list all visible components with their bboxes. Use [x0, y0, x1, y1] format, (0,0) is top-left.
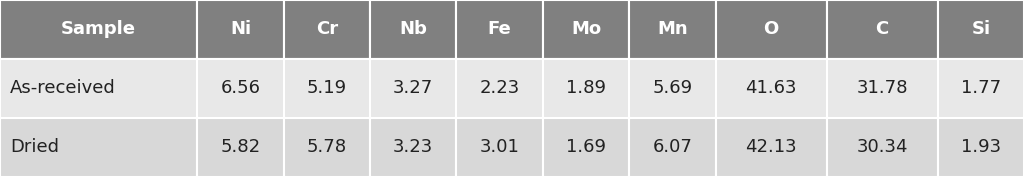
Bar: [284, 59, 370, 118]
Text: 3.23: 3.23: [393, 138, 433, 156]
Bar: [284, 0, 370, 59]
Bar: [543, 59, 629, 118]
Bar: [716, 118, 826, 177]
Text: O: O: [764, 21, 778, 39]
Text: 42.13: 42.13: [745, 138, 797, 156]
Text: Nb: Nb: [399, 21, 427, 39]
Text: 30.34: 30.34: [856, 138, 908, 156]
Text: 5.78: 5.78: [307, 138, 347, 156]
Text: Ni: Ni: [230, 21, 251, 39]
Text: 1.89: 1.89: [566, 79, 606, 98]
Text: 5.69: 5.69: [652, 79, 692, 98]
Text: 5.19: 5.19: [307, 79, 347, 98]
Text: Fe: Fe: [487, 21, 512, 39]
Bar: [0, 118, 198, 177]
Bar: [716, 59, 826, 118]
Text: 6.07: 6.07: [652, 138, 692, 156]
Bar: [826, 118, 938, 177]
Bar: [284, 118, 370, 177]
Bar: [370, 0, 457, 59]
Text: 5.82: 5.82: [220, 138, 261, 156]
Bar: [543, 118, 629, 177]
Text: 41.63: 41.63: [745, 79, 797, 98]
Text: C: C: [876, 21, 889, 39]
Bar: [457, 118, 543, 177]
Bar: [826, 0, 938, 59]
Text: 31.78: 31.78: [856, 79, 908, 98]
Bar: [0, 0, 198, 59]
Text: As-received: As-received: [10, 79, 116, 98]
Text: 1.69: 1.69: [566, 138, 606, 156]
Text: Mo: Mo: [571, 21, 601, 39]
Text: Cr: Cr: [315, 21, 338, 39]
Text: 6.56: 6.56: [220, 79, 260, 98]
Bar: [938, 59, 1024, 118]
Text: Sample: Sample: [61, 21, 136, 39]
Text: 1.93: 1.93: [961, 138, 1000, 156]
Bar: [629, 118, 716, 177]
Bar: [938, 0, 1024, 59]
Bar: [826, 59, 938, 118]
Text: Si: Si: [971, 21, 990, 39]
Bar: [716, 0, 826, 59]
Bar: [457, 0, 543, 59]
Text: 3.27: 3.27: [393, 79, 433, 98]
Bar: [938, 118, 1024, 177]
Bar: [370, 118, 457, 177]
Text: 2.23: 2.23: [479, 79, 520, 98]
Text: Dried: Dried: [10, 138, 59, 156]
Bar: [629, 0, 716, 59]
Bar: [629, 59, 716, 118]
Bar: [370, 59, 457, 118]
Bar: [198, 59, 284, 118]
Bar: [0, 59, 198, 118]
Text: Mn: Mn: [657, 21, 688, 39]
Bar: [457, 59, 543, 118]
Bar: [198, 118, 284, 177]
Text: 1.77: 1.77: [961, 79, 1000, 98]
Text: 3.01: 3.01: [479, 138, 519, 156]
Bar: [543, 0, 629, 59]
Bar: [198, 0, 284, 59]
